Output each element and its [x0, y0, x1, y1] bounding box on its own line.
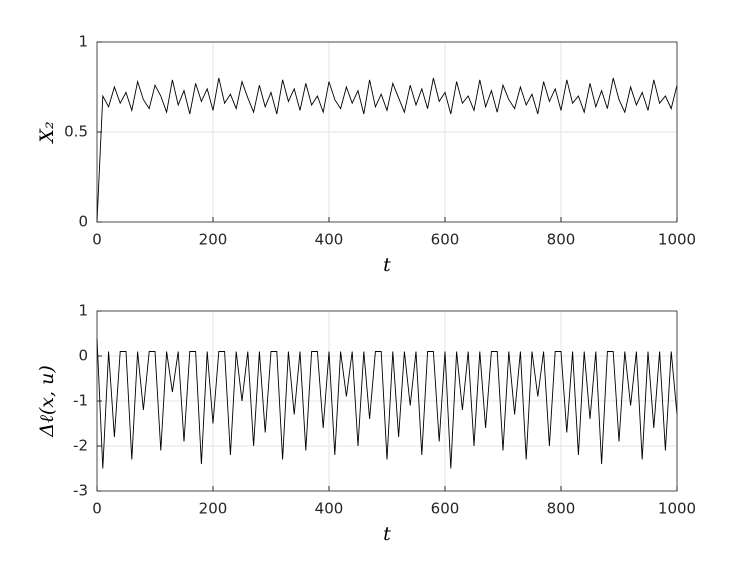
y-axis-label: Δℓ(x, u): [36, 365, 58, 438]
data-line: [96, 77, 678, 223]
x-tick-label: 600: [431, 231, 460, 249]
x-tick-label: 800: [547, 231, 576, 249]
y-tick-label: 1: [78, 33, 88, 51]
x-tick-label: 0: [92, 500, 102, 518]
x-tick-label: 400: [315, 500, 344, 518]
y-axis-label: X₂: [36, 121, 58, 144]
x-axis-label: t: [383, 523, 391, 545]
x-tick-label: 200: [199, 231, 228, 249]
y-tick-label: -1: [73, 392, 88, 410]
y-tick-label: 0: [78, 347, 88, 365]
axes-box: [96, 41, 678, 223]
y-tick-label: -3: [73, 482, 88, 500]
axes-box: [96, 310, 678, 492]
x-tick-label: 0: [92, 231, 102, 249]
y-tick-label: 0.5: [64, 123, 88, 141]
x-tick-label: 400: [315, 231, 344, 249]
x-tick-label: 1000: [658, 500, 696, 518]
x-tick-label: 800: [547, 500, 576, 518]
x-tick-label: 1000: [658, 231, 696, 249]
y-tick-label: 0: [78, 213, 88, 231]
x-tick-label: 600: [431, 500, 460, 518]
y-tick-label: -2: [73, 437, 88, 455]
y-tick-label: 1: [78, 302, 88, 320]
x-tick-label: 200: [199, 500, 228, 518]
data-line: [96, 337, 678, 469]
x-axis-label: t: [383, 254, 391, 276]
